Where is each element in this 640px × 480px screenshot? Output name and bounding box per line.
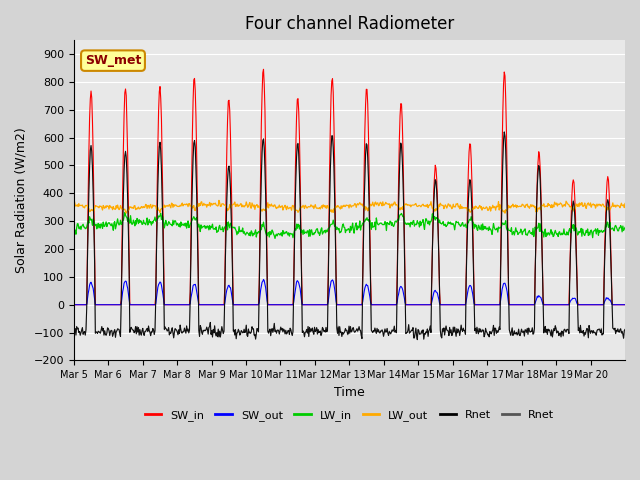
LW_out [407,204,415,210]
Text: SW_met: SW_met [85,54,141,67]
Rnet [236,332,244,338]
LW_in [70,224,77,230]
Rnet [500,129,508,135]
LW_out [215,197,223,203]
SW_out [134,302,142,308]
LW_out [501,210,509,216]
Rnet [70,330,77,336]
LW_in [121,210,129,216]
Rnet [406,329,414,335]
SW_out [260,276,268,282]
Rnet [236,332,244,338]
Rnet [621,326,629,332]
Rnet [134,324,142,330]
LW_out [264,200,271,205]
Rnet [284,328,292,334]
LW_out [438,202,445,208]
SW_out [407,302,415,308]
Rnet [413,336,421,342]
SW_in [70,302,77,308]
Rnet [438,336,445,341]
Rnet [438,335,445,341]
Rnet [263,274,271,280]
SW_out [621,302,629,308]
SW_in [285,302,292,308]
Rnet [134,324,142,330]
LW_in [237,228,244,234]
Rnet [500,129,508,135]
Legend: SW_in, SW_out, LW_in, LW_out, Rnet, Rnet: SW_in, SW_out, LW_in, LW_out, Rnet, Rnet [140,406,559,425]
SW_in [134,302,142,308]
SW_in [236,302,244,308]
SW_out [70,302,77,308]
LW_in [285,233,293,239]
SW_in [621,302,629,308]
LW_in [621,225,629,230]
Rnet [406,329,414,335]
LW_out [285,206,292,212]
Line: LW_out: LW_out [74,200,625,213]
Line: Rnet: Rnet [74,132,625,339]
SW_in [260,66,268,72]
Line: Rnet: Rnet [74,132,625,340]
Rnet [621,326,629,332]
Y-axis label: Solar Radiation (W/m2): Solar Radiation (W/m2) [15,127,28,273]
Rnet [284,328,292,334]
Line: LW_in: LW_in [74,213,625,239]
LW_in [438,220,446,226]
LW_out [70,200,77,206]
Rnet [413,337,421,343]
Title: Four channel Radiometer: Four channel Radiometer [244,15,454,33]
SW_in [407,302,415,308]
Line: SW_out: SW_out [74,279,625,305]
LW_in [408,220,415,226]
SW_out [285,302,292,308]
Rnet [263,274,271,279]
LW_out [621,201,629,206]
Line: SW_in: SW_in [74,69,625,305]
LW_out [134,204,142,210]
SW_out [264,302,271,308]
X-axis label: Time: Time [334,386,365,399]
Rnet [70,330,77,336]
SW_in [438,302,445,308]
SW_in [264,302,271,308]
LW_in [264,230,271,236]
SW_out [236,302,244,308]
LW_in [271,236,279,241]
LW_in [135,217,143,223]
SW_out [438,302,445,308]
LW_out [237,201,244,206]
